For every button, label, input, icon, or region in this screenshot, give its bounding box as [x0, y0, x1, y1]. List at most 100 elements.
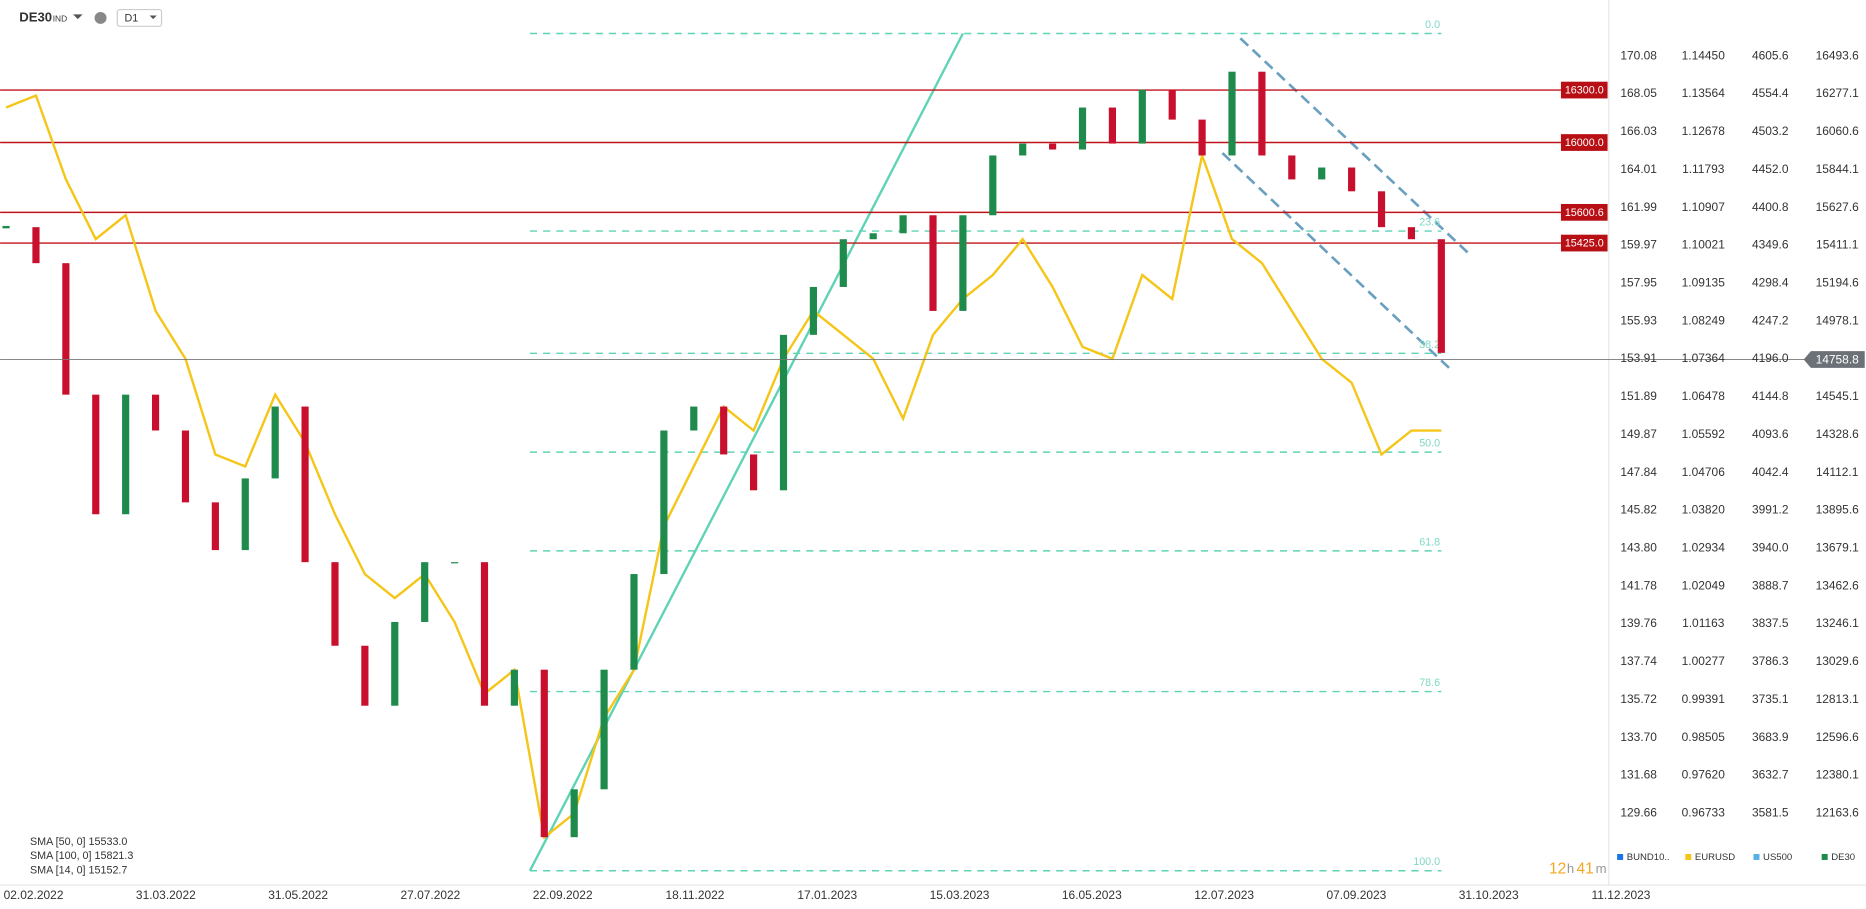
- price-tick-label: 153.91: [1620, 351, 1657, 365]
- timeframe: D1: [124, 12, 138, 24]
- instrument-name[interactable]: DE30: [1831, 852, 1855, 863]
- price-tick-label: 4298.4: [1752, 276, 1789, 290]
- price-tick-label: 145.82: [1620, 503, 1657, 517]
- price-tick-label: 141.78: [1620, 578, 1657, 592]
- candle: [1168, 89, 1176, 120]
- candle: [2, 225, 10, 229]
- candle: [839, 239, 847, 287]
- price-tick-label: 170.08: [1620, 48, 1657, 62]
- price-tick-label: 16060.6: [1816, 124, 1860, 138]
- candle: [1437, 239, 1445, 353]
- date-tick-label: 27.07.2022: [401, 888, 461, 902]
- timeframe-select[interactable]: [116, 8, 163, 27]
- date-tick-label: 07.09.2023: [1326, 888, 1386, 902]
- candle: [361, 645, 369, 706]
- candle: [1138, 89, 1146, 144]
- channel-lower[interactable]: [1221, 152, 1453, 372]
- price-tick-label: 4503.2: [1752, 124, 1789, 138]
- candle: [1318, 167, 1326, 180]
- indicator-legend: SMA [50, 0] 15533.0 SMA [100, 0] 15821.3…: [30, 836, 133, 877]
- price-tick-label: 1.06478: [1682, 389, 1726, 403]
- candle: [929, 215, 937, 311]
- date-tick-label: 18.11.2022: [666, 888, 725, 902]
- candle: [1019, 143, 1027, 156]
- price-tick-label: 14328.6: [1816, 427, 1860, 441]
- price-tick-label: 13029.6: [1816, 654, 1860, 668]
- price-tick-label: 3991.2: [1752, 503, 1789, 517]
- level-tag[interactable]: [1560, 203, 1608, 221]
- fib-label: 100.0: [1413, 856, 1440, 868]
- current-price: 14758.8: [1816, 352, 1860, 366]
- candle: [480, 562, 489, 706]
- fib-label: 38.2: [1419, 339, 1440, 351]
- info-icon[interactable]: [94, 11, 107, 24]
- candle: [989, 155, 997, 216]
- level-tag[interactable]: [1560, 81, 1608, 99]
- price-tick-label: 4196.0: [1752, 351, 1789, 365]
- candle: [32, 227, 40, 264]
- price-tick-label: 168.05: [1620, 86, 1657, 100]
- price-tick-label: 1.00277: [1682, 654, 1726, 668]
- symbol[interactable]: DE30: [19, 9, 52, 24]
- candle: [1377, 191, 1386, 228]
- indicator[interactable]: SMA [100, 0] 15821.3: [30, 850, 133, 862]
- fib-label: 0.0: [1425, 19, 1440, 31]
- candle: [690, 406, 698, 431]
- price-tick-label: 3888.7: [1752, 578, 1789, 592]
- symbol-dropdown[interactable]: [73, 14, 83, 20]
- level-label: 15425.0: [1565, 238, 1604, 250]
- price-tick-label: 1.07364: [1682, 351, 1726, 365]
- fib-label: 61.8: [1419, 536, 1440, 548]
- market: IND: [53, 13, 67, 23]
- price-tick-label: 161.99: [1620, 200, 1657, 214]
- candle: [1288, 155, 1296, 180]
- price-tick-label: 14978.1: [1816, 313, 1860, 327]
- candle: [421, 562, 429, 622]
- price-tick-label: 1.13564: [1682, 86, 1726, 100]
- candle: [92, 394, 100, 515]
- candle: [211, 502, 219, 551]
- price-tick-label: 139.76: [1620, 616, 1657, 630]
- instrument-name[interactable]: US500: [1763, 852, 1792, 863]
- price-tick-label: 12380.1: [1816, 768, 1860, 782]
- date-tick-label: 12.07.2023: [1194, 888, 1254, 902]
- candle: [630, 574, 638, 670]
- price-tick-label: 0.98505: [1682, 730, 1726, 744]
- price-tick-label: 159.97: [1620, 238, 1657, 252]
- current-price-tag: [1803, 351, 1865, 368]
- date-tick-label: 16.05.2023: [1062, 888, 1122, 902]
- instrument-name[interactable]: EURUSD: [1695, 852, 1735, 863]
- indicator[interactable]: SMA [14, 0] 15152.7: [30, 865, 127, 877]
- candle: [570, 789, 578, 838]
- price-tick-label: 15627.6: [1816, 200, 1860, 214]
- price-tick-label: 1.03820: [1682, 503, 1726, 517]
- price-tick-label: 3632.7: [1752, 768, 1789, 782]
- candle: [510, 669, 518, 706]
- candle: [151, 394, 160, 431]
- price-tick-label: 4349.6: [1752, 238, 1789, 252]
- level-tag[interactable]: [1560, 234, 1608, 252]
- price-tick-label: 131.68: [1620, 768, 1657, 782]
- timer-minutes: 41: [1576, 861, 1593, 878]
- level-tag[interactable]: [1560, 134, 1608, 151]
- price-tick-label: 13246.1: [1816, 616, 1860, 630]
- candle: [540, 669, 548, 838]
- price-tick-label: 3683.9: [1752, 730, 1789, 744]
- price-tick-label: 14112.1: [1816, 465, 1859, 479]
- price-tick-label: 164.01: [1620, 162, 1657, 176]
- instrument-name[interactable]: BUND10..: [1627, 852, 1670, 863]
- timer-m: m: [1596, 861, 1607, 876]
- level-label: 16000.0: [1565, 137, 1604, 149]
- price-tick-label: 14545.1: [1816, 389, 1860, 403]
- price-tick-label: 1.10021: [1682, 238, 1726, 252]
- price-tick-label: 1.14450: [1682, 48, 1726, 62]
- candle: [750, 454, 758, 491]
- channel-upper[interactable]: [1239, 37, 1470, 255]
- timeframe-arrow: [149, 15, 157, 20]
- indicator[interactable]: SMA [50, 0] 15533.0: [30, 836, 127, 848]
- candle: [271, 406, 279, 479]
- price-tick-label: 13895.6: [1816, 503, 1860, 517]
- price-tick-label: 1.10907: [1682, 200, 1726, 214]
- price-tick-label: 12813.1: [1816, 692, 1860, 706]
